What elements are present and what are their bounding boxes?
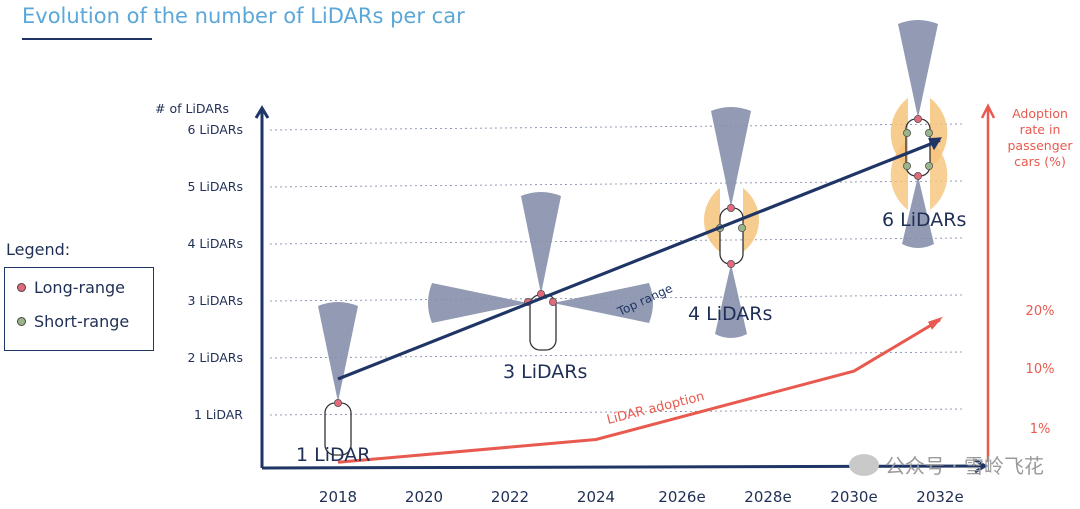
short-range-beam: [704, 188, 720, 252]
short-range-dot-icon: [17, 317, 26, 326]
short-range-sensor: [925, 161, 934, 170]
x-tick-label: 2032e: [916, 488, 963, 506]
y-axis-title: # of LiDARs: [155, 101, 229, 116]
watermark-text: 公众号 · 雪岭飞花: [884, 454, 1044, 478]
long-range-sensor: [727, 259, 736, 268]
short-range-beam: [743, 188, 759, 252]
long-range-sensor: [914, 115, 923, 124]
car-annotation-label: 1 LiDAR: [296, 444, 371, 466]
adoption-axis-title: Adoption rate in passenger cars (%): [1008, 106, 1074, 169]
car-annotation-label: 4 LiDARs: [688, 303, 772, 325]
y-tick-label: 5 LiDARs: [187, 179, 243, 194]
car-outline: [719, 207, 744, 265]
long-range-beam: [428, 283, 528, 323]
x-axis-arrow: [974, 458, 988, 474]
short-range-sensor: [925, 128, 934, 137]
long-range-sensor: [549, 297, 558, 306]
long-range-beam: [898, 20, 938, 118]
adoption-axis-arrow: [980, 103, 996, 119]
y-tick-label: 6 LiDARs: [187, 122, 243, 137]
y-tick-label: 2 LiDARs: [187, 350, 243, 365]
long-range-beam: [553, 283, 653, 323]
adoption-line: [337, 318, 941, 464]
grid-line: [269, 408, 963, 416]
x-tick-label: 2026e: [658, 488, 705, 506]
long-range-dot-icon: [17, 283, 26, 292]
long-range-beam: [902, 176, 934, 248]
car-annotation-label: 3 LiDARs: [503, 361, 587, 383]
watermark: 公众号 · 雪岭飞花: [848, 450, 1044, 479]
adoption-tick-label: 1%: [1030, 422, 1051, 437]
legend-label: Short-range: [34, 312, 130, 331]
x-tick-label: 2030e: [830, 488, 877, 506]
legend-box: Long-range Short-range: [4, 267, 154, 351]
short-range-sensor: [738, 223, 747, 232]
x-tick-label: 2024: [577, 488, 615, 506]
grid-line: [269, 351, 963, 359]
long-range-sensor: [727, 203, 736, 212]
adoption-arrowhead: [928, 316, 943, 330]
y-axis-arrow: [254, 105, 270, 119]
y-tick-label: 4 LiDARs: [187, 236, 243, 251]
x-tick-label: 2022: [491, 488, 529, 506]
long-range-beam: [715, 264, 747, 338]
car-annotation-label: 6 LiDARs: [882, 209, 966, 231]
adoption-tick-label: 10%: [1026, 362, 1055, 377]
y-tick-label: 3 LiDARs: [187, 293, 243, 308]
grid-line: [269, 180, 963, 188]
legend-item-short-range: Short-range: [17, 312, 129, 331]
short-range-beam: [930, 140, 948, 210]
x-tick-label: 2018: [319, 488, 357, 506]
long-range-sensor: [333, 398, 342, 407]
short-range-sensor: [903, 128, 912, 137]
legend-item-long-range: Long-range: [17, 278, 125, 297]
page-title: Evolution of the number of LiDARs per ca…: [22, 4, 465, 28]
legend-label: Long-range: [34, 278, 126, 297]
top-range-arrowhead: [928, 137, 942, 151]
short-range-sensor: [903, 161, 912, 170]
top-range-line: [337, 138, 941, 381]
wechat-icon: [848, 453, 879, 476]
long-range-beam: [711, 107, 751, 207]
adoption-label: LiDAR adoption: [605, 389, 706, 428]
title-underline: [22, 38, 152, 40]
y-tick-label: 1 LiDAR: [194, 407, 243, 422]
grid-line: [269, 237, 963, 245]
long-range-beam: [318, 302, 358, 402]
long-range-sensor: [914, 171, 923, 180]
x-tick-label: 2028e: [744, 488, 791, 506]
x-tick-label: 2020: [405, 488, 443, 506]
long-range-beam: [521, 192, 561, 294]
legend-title: Legend:: [6, 240, 71, 259]
grid-line: [269, 123, 963, 131]
adoption-tick-label: 20%: [1026, 304, 1055, 319]
